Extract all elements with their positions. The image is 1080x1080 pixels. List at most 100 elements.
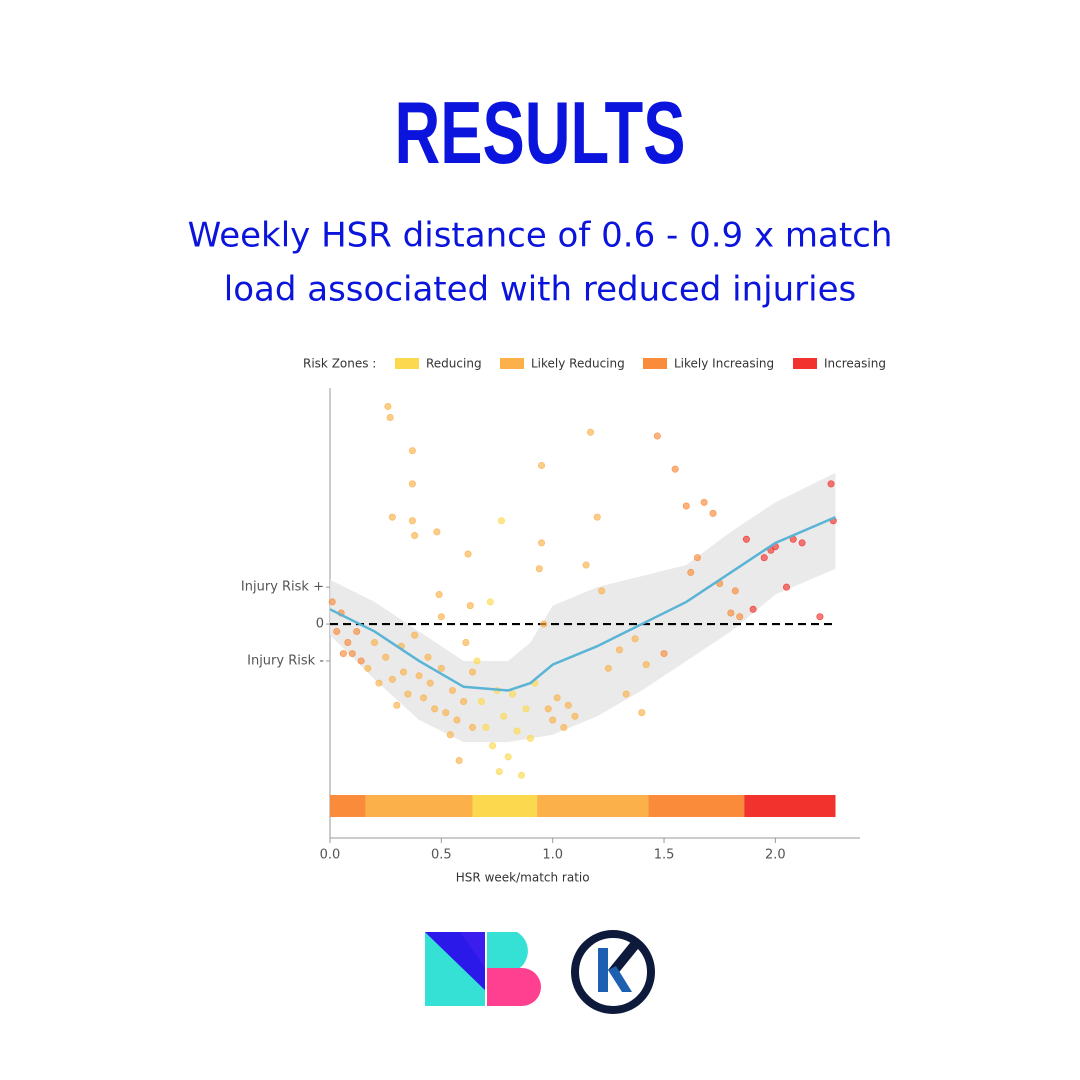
scatter-point bbox=[433, 528, 441, 536]
scatter-point bbox=[564, 701, 572, 709]
y-tick-label: Injury Risk - bbox=[247, 653, 324, 668]
fit-line bbox=[329, 515, 836, 692]
scatter-point bbox=[466, 602, 474, 610]
scatter-point bbox=[593, 513, 601, 521]
scatter-point bbox=[742, 535, 750, 543]
scatter-point bbox=[622, 690, 630, 698]
scatter-point bbox=[687, 568, 695, 576]
zone-segment bbox=[365, 795, 473, 817]
zone-segment bbox=[744, 795, 836, 817]
scatter-point bbox=[333, 627, 341, 635]
x-tick-label: 1.0 bbox=[542, 848, 563, 863]
scatter-point bbox=[560, 723, 568, 731]
scatter-point bbox=[388, 513, 396, 521]
scatter-point bbox=[489, 742, 497, 750]
scatter-point bbox=[816, 613, 824, 621]
scatter-point bbox=[571, 712, 579, 720]
scatter-point bbox=[464, 550, 472, 558]
scatter-point bbox=[344, 639, 352, 647]
legend-label: Increasing bbox=[824, 357, 886, 371]
scatter-point bbox=[469, 668, 477, 676]
scatter-point bbox=[411, 631, 419, 639]
legend-swatch bbox=[643, 358, 667, 369]
scatter-point bbox=[526, 734, 534, 742]
legend-title: Risk Zones : bbox=[303, 357, 376, 371]
subtitle-line: load associated with reduced injuries bbox=[224, 270, 856, 310]
scatter-point bbox=[538, 461, 546, 469]
scatter-point bbox=[749, 605, 757, 613]
scatter-point bbox=[736, 613, 744, 621]
scatter-point bbox=[682, 502, 690, 510]
scatter-point bbox=[522, 705, 530, 713]
scatter-point bbox=[435, 591, 443, 599]
scatter-point bbox=[426, 679, 434, 687]
legend-label: Reducing bbox=[426, 357, 482, 371]
scatter-point bbox=[653, 432, 661, 440]
x-axis-label: HSR week/match ratio bbox=[456, 871, 590, 885]
scatter-point bbox=[497, 517, 505, 525]
scatter-point bbox=[399, 668, 407, 676]
scatter-point bbox=[386, 414, 394, 422]
scatter-point bbox=[382, 653, 390, 661]
scatter-point bbox=[538, 539, 546, 547]
scatter-point bbox=[642, 661, 650, 669]
legend-swatch bbox=[793, 358, 817, 369]
chart: Risk Zones : Reducing Likely Reducing Likel… bbox=[241, 357, 886, 885]
logo-shape bbox=[608, 966, 632, 992]
scatter-point bbox=[364, 664, 372, 672]
scatter-point bbox=[553, 694, 561, 702]
scatter-point bbox=[827, 480, 835, 488]
scatter-point bbox=[453, 716, 461, 724]
scatter-point bbox=[509, 690, 517, 698]
scatter-point bbox=[339, 650, 347, 658]
scatter-point bbox=[671, 465, 679, 473]
scatter-point bbox=[462, 639, 470, 647]
scatter-point bbox=[540, 620, 548, 628]
legend-label: Likely Increasing bbox=[674, 357, 774, 371]
scatter-point bbox=[549, 716, 557, 724]
x-tick-label: 0.5 bbox=[431, 848, 452, 863]
logo-shape bbox=[487, 968, 541, 1006]
zone-segment bbox=[472, 795, 538, 817]
scatter-point bbox=[469, 723, 477, 731]
legend-swatch bbox=[500, 358, 524, 369]
scatter-point bbox=[598, 587, 606, 595]
scatter-point bbox=[408, 517, 416, 525]
scatter-point bbox=[727, 609, 735, 617]
zone-segment bbox=[648, 795, 745, 817]
scatter-point bbox=[415, 672, 423, 680]
scatter-point bbox=[513, 727, 521, 735]
scatter-point bbox=[693, 554, 701, 562]
legend-swatch bbox=[395, 358, 419, 369]
zone-segment bbox=[537, 795, 649, 817]
subtitle-line: Weekly HSR distance of 0.6 - 0.9 x match bbox=[188, 216, 893, 256]
logo-k bbox=[571, 930, 655, 1014]
scatter-point bbox=[482, 723, 490, 731]
scatter-point bbox=[388, 675, 396, 683]
scatter-point bbox=[798, 539, 806, 547]
scatter-point bbox=[587, 428, 595, 436]
logo-shape bbox=[425, 932, 485, 990]
scatter-point bbox=[638, 709, 646, 717]
scatter-point bbox=[393, 701, 401, 709]
scatter-point bbox=[473, 657, 481, 665]
scatter-point bbox=[455, 757, 463, 765]
scatter-point bbox=[353, 627, 361, 635]
y-tick-label: 0 bbox=[316, 617, 324, 632]
scatter-point bbox=[495, 768, 503, 776]
scatter-point bbox=[420, 694, 428, 702]
scatter-point bbox=[615, 646, 623, 654]
scatter-point bbox=[477, 698, 485, 706]
scatter-point bbox=[460, 698, 468, 706]
scatter-point bbox=[411, 532, 419, 540]
scatter-point bbox=[504, 753, 512, 761]
scatter-point bbox=[408, 447, 416, 455]
scatter-point bbox=[408, 480, 416, 488]
logo-shape bbox=[487, 932, 528, 970]
scatter-point bbox=[486, 598, 494, 606]
scatter-point bbox=[582, 561, 590, 569]
scatter-point bbox=[631, 635, 639, 643]
x-tick-label: 1.5 bbox=[654, 848, 675, 863]
zone-segment bbox=[330, 795, 366, 817]
